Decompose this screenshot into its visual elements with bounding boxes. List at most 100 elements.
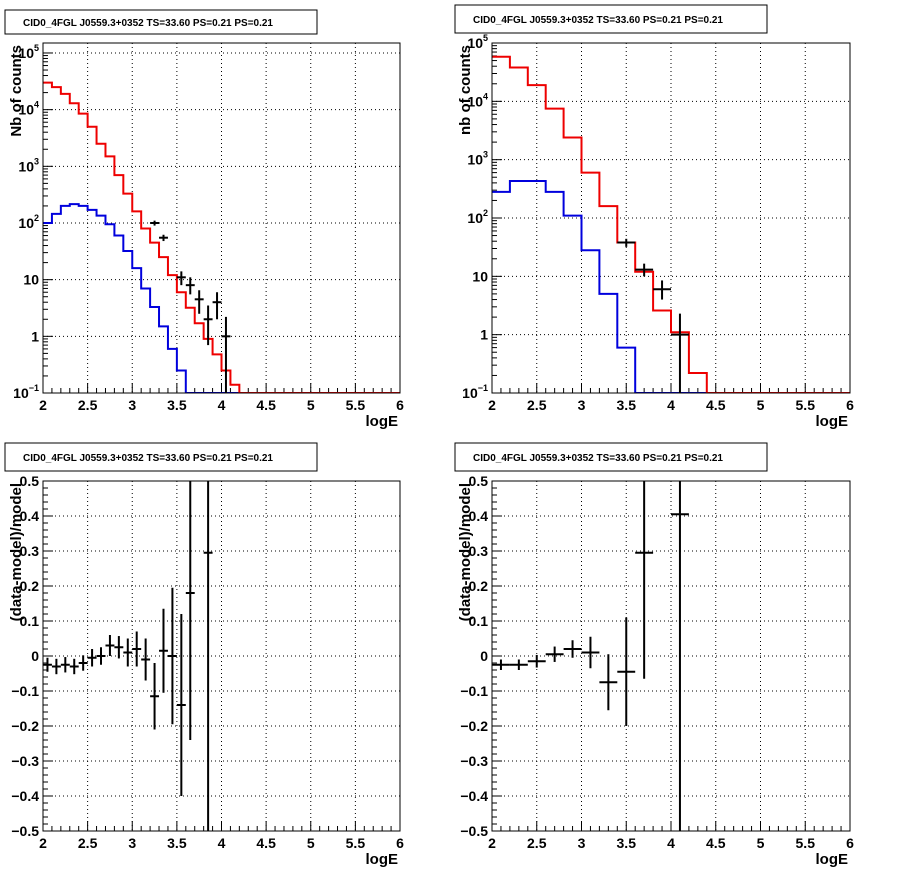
data-point bbox=[51, 658, 61, 675]
x-tick-label: 5.5 bbox=[796, 835, 816, 851]
data-point bbox=[176, 271, 186, 286]
y-tick-label: 0.2 bbox=[20, 578, 40, 594]
y-tick-label: −0.1 bbox=[460, 683, 488, 699]
data-point bbox=[563, 640, 582, 658]
x-tick-label: 4.5 bbox=[706, 835, 726, 851]
y-tick-label: 102 bbox=[467, 208, 488, 226]
data-point bbox=[159, 608, 168, 693]
x-tick-label: 5 bbox=[757, 397, 765, 413]
x-tick-label: 2 bbox=[39, 835, 47, 851]
y-tick-label: 0.4 bbox=[469, 508, 489, 524]
data-point bbox=[123, 638, 133, 667]
x-tick-label: 5 bbox=[307, 835, 315, 851]
data-point bbox=[194, 290, 204, 314]
x-tick-label: 3.5 bbox=[617, 397, 637, 413]
data-point bbox=[105, 635, 115, 656]
y-tick-label: 104 bbox=[467, 91, 488, 109]
title-box bbox=[454, 4, 768, 34]
x-tick-label: 4.5 bbox=[256, 835, 276, 851]
model-histogram bbox=[492, 55, 850, 393]
x-axis-label: logE bbox=[366, 851, 399, 868]
data-point bbox=[132, 631, 142, 667]
x-tick-label: 3.5 bbox=[167, 835, 187, 851]
x-tick-label: 2 bbox=[39, 397, 47, 413]
y-tick-label: −0.2 bbox=[460, 718, 488, 734]
x-tick-label: 4 bbox=[667, 835, 675, 851]
data-point bbox=[69, 658, 79, 675]
data-point bbox=[114, 636, 124, 659]
y-tick-label: 0.1 bbox=[20, 613, 40, 629]
data-point bbox=[545, 646, 564, 662]
x-tick-label: 2.5 bbox=[78, 397, 98, 413]
y-tick-label: 0 bbox=[31, 648, 39, 664]
y-tick-label: 102 bbox=[18, 213, 39, 231]
y-tick-label: 105 bbox=[18, 43, 39, 61]
data-point bbox=[581, 636, 600, 669]
data-point bbox=[635, 263, 654, 277]
x-tick-label: 4 bbox=[218, 397, 226, 413]
chart-top-left: CID0_4FGL J0559.3+0352 TS=33.60 PS=0.21 … bbox=[4, 9, 404, 430]
data-point bbox=[527, 654, 546, 668]
data-point bbox=[150, 220, 160, 226]
y-axis-label: (data-model)/model bbox=[8, 483, 25, 621]
x-tick-label: 5 bbox=[757, 835, 765, 851]
x-tick-label: 3 bbox=[578, 397, 586, 413]
chart-title: CID0_4FGL J0559.3+0352 TS=33.60 PS=0.21 … bbox=[23, 18, 273, 29]
y-tick-label: −0.5 bbox=[11, 823, 39, 839]
data-point bbox=[599, 654, 618, 711]
y-tick-label: 10 bbox=[472, 268, 488, 284]
y-tick-label: 104 bbox=[18, 100, 39, 118]
data-point bbox=[96, 647, 106, 665]
y-axis-label: (data-model)/model bbox=[457, 483, 474, 621]
title-box bbox=[4, 442, 318, 472]
x-tick-label: 5 bbox=[307, 397, 315, 413]
x-tick-label: 3 bbox=[128, 397, 136, 413]
plot-frame bbox=[491, 42, 851, 394]
y-tick-label: 1 bbox=[480, 327, 488, 343]
y-tick-label: 0.1 bbox=[469, 613, 489, 629]
data-point bbox=[176, 614, 186, 796]
chart-title: CID0_4FGL J0559.3+0352 TS=33.60 PS=0.21 … bbox=[473, 453, 723, 464]
x-tick-label: 4.5 bbox=[706, 397, 726, 413]
x-axis-label: logE bbox=[366, 413, 399, 430]
data-point bbox=[671, 313, 689, 393]
data-point bbox=[221, 316, 231, 393]
y-tick-label: −0.4 bbox=[11, 788, 39, 804]
y-tick-label: −0.5 bbox=[460, 823, 488, 839]
x-tick-label: 2 bbox=[488, 835, 496, 851]
y-tick-label: −0.1 bbox=[11, 683, 39, 699]
x-tick-label: 6 bbox=[846, 397, 854, 413]
chart-top-right: CID0_4FGL J0559.3+0352 TS=33.60 PS=0.21 … bbox=[454, 4, 854, 430]
data-point bbox=[492, 659, 510, 670]
plot-frame bbox=[42, 480, 401, 832]
y-axis-label: nb of counts bbox=[457, 45, 474, 135]
x-tick-label: 2.5 bbox=[527, 835, 547, 851]
y-tick-label: 0 bbox=[480, 648, 488, 664]
y-tick-label: 10 bbox=[23, 272, 39, 288]
y-tick-label: −0.3 bbox=[460, 753, 488, 769]
component-histogram bbox=[43, 203, 400, 393]
data-point bbox=[203, 481, 213, 831]
chart-title: CID0_4FGL J0559.3+0352 TS=33.60 PS=0.21 … bbox=[473, 15, 723, 26]
data-point bbox=[78, 655, 88, 671]
plot-frame bbox=[42, 42, 401, 394]
x-tick-label: 6 bbox=[846, 835, 854, 851]
data-point bbox=[212, 292, 222, 320]
y-tick-label: 0.3 bbox=[469, 543, 489, 559]
data-point bbox=[509, 659, 528, 670]
chart-bottom-right: CID0_4FGL J0559.3+0352 TS=33.60 PS=0.21 … bbox=[454, 442, 854, 868]
data-point bbox=[43, 657, 52, 672]
data-point bbox=[167, 587, 177, 725]
x-tick-label: 6 bbox=[396, 835, 404, 851]
x-tick-label: 2 bbox=[488, 397, 496, 413]
title-box bbox=[4, 9, 318, 35]
x-tick-label: 3 bbox=[128, 835, 136, 851]
data-point bbox=[653, 280, 671, 300]
x-tick-label: 2.5 bbox=[527, 397, 547, 413]
y-tick-label: 0.2 bbox=[469, 578, 489, 594]
data-point bbox=[185, 277, 195, 295]
y-tick-label: 105 bbox=[467, 33, 488, 51]
x-tick-label: 4 bbox=[218, 835, 226, 851]
data-point bbox=[141, 638, 151, 681]
chart-title: CID0_4FGL J0559.3+0352 TS=33.60 PS=0.21 … bbox=[23, 453, 273, 464]
